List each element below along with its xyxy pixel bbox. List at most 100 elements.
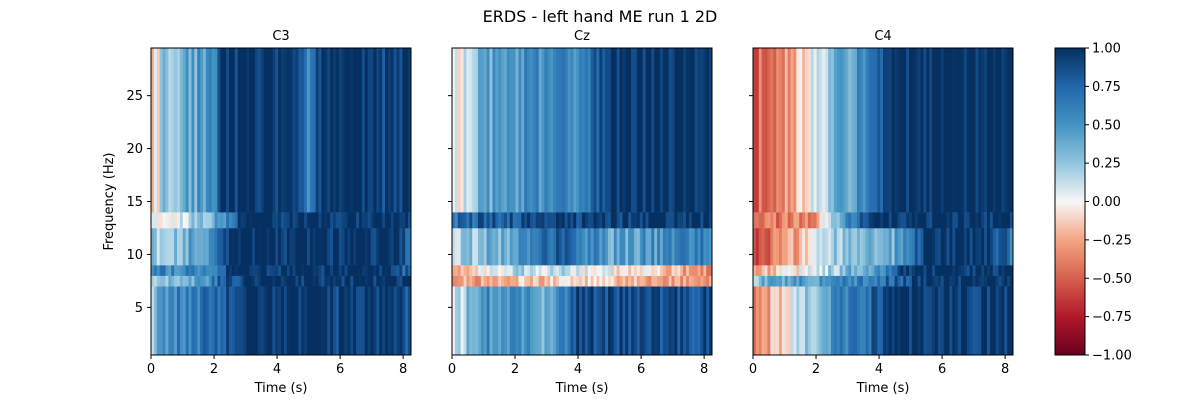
heatmap-cell [799, 227, 803, 266]
heatmap-cell [776, 275, 780, 287]
heatmap-cell [556, 275, 560, 287]
heatmap-cell [943, 286, 947, 356]
heatmap-cell [645, 212, 649, 229]
heatmap-cell [226, 48, 230, 213]
heatmap-cell [229, 227, 233, 266]
heatmap-cell [946, 48, 950, 213]
heatmap-cell [989, 265, 994, 276]
heatmap-cell [755, 48, 760, 213]
heatmap-cell [347, 286, 351, 356]
heatmap-cell [816, 48, 820, 213]
heatmap-cell [344, 227, 348, 266]
heatmap-cell [940, 48, 945, 213]
heatmap-cell [489, 212, 493, 229]
heatmap-cell [660, 48, 664, 213]
heatmap-cell [793, 265, 797, 276]
heatmap-cell [619, 212, 623, 229]
heatmap-cell [532, 286, 537, 356]
heatmap-cell [694, 286, 698, 356]
heatmap-cell [952, 265, 956, 276]
heatmap-cell [579, 286, 583, 356]
heatmap-cell [367, 265, 371, 276]
heatmap-cell [880, 286, 884, 356]
heatmap-cell [1010, 265, 1014, 276]
heatmap-cell [356, 275, 360, 287]
heatmap-cell [217, 212, 221, 229]
heatmap-cell [610, 275, 615, 287]
heatmap-cell [984, 227, 988, 266]
heatmap-cell [998, 275, 1002, 287]
heatmap-cell [865, 286, 869, 356]
heatmap-cell [182, 286, 187, 356]
heatmap-cell [799, 48, 803, 213]
heatmap-cell [182, 265, 187, 276]
heatmap-cell [457, 227, 462, 266]
heatmap-cell [573, 227, 577, 266]
heatmap-cell [871, 275, 875, 287]
heatmap-cell [599, 227, 603, 266]
heatmap-cell [885, 212, 890, 229]
heatmap-cell [333, 286, 337, 356]
heatmap-cell [197, 48, 201, 213]
heatmap-cell [541, 227, 545, 266]
x-tick-label: 6 [938, 362, 946, 377]
heatmap-cell [217, 275, 221, 287]
heatmap-cell [923, 275, 927, 287]
heatmap-cell [903, 48, 907, 213]
heatmap-cell [480, 227, 485, 266]
heatmap-cell [205, 286, 210, 356]
heatmap-cell [272, 265, 276, 276]
heatmap-cell [527, 227, 531, 266]
heatmap-cell [489, 48, 493, 213]
heatmap-cell [776, 265, 780, 276]
heatmap-cell [584, 48, 589, 213]
heatmap-cell [338, 275, 343, 287]
heatmap-cell [382, 265, 386, 276]
heatmap-cell [252, 48, 256, 213]
heatmap-cell [234, 286, 239, 356]
heatmap-cell [634, 265, 638, 276]
heatmap-cell [307, 227, 311, 266]
heatmap-cell [249, 48, 253, 213]
heatmap-cell [998, 265, 1002, 276]
heatmap-cell [185, 48, 189, 213]
heatmap-cell [561, 48, 566, 213]
heatmap-cell [579, 212, 583, 229]
heatmap-cell [599, 265, 603, 276]
heatmap-cell [333, 227, 337, 266]
heatmap-cell [396, 265, 400, 276]
heatmap-cell [501, 265, 505, 276]
heatmap-cell [492, 286, 496, 356]
heatmap-cell [943, 48, 947, 213]
heatmap-cell [229, 265, 233, 276]
heatmap-cell [454, 286, 459, 356]
heatmap-cell [590, 286, 594, 356]
heatmap-cell [894, 265, 898, 276]
heatmap-cell [654, 212, 658, 229]
heatmap-cell [796, 286, 800, 356]
colorbar-tick-label: −0.75 [1092, 310, 1132, 325]
heatmap-cell [177, 48, 181, 213]
heatmap-cell [602, 227, 606, 266]
heatmap-cell [978, 212, 982, 229]
heatmap-cell [556, 286, 560, 356]
heatmap-cell [521, 212, 525, 229]
heatmap-cell [240, 212, 244, 229]
heatmap-cell [266, 212, 270, 229]
heatmap-cell [790, 286, 794, 356]
heatmap-cell [532, 212, 537, 229]
heatmap-cell [1001, 265, 1005, 276]
heatmap-cell [816, 265, 820, 276]
heatmap-cell [249, 227, 253, 266]
heatmap-cell [926, 227, 930, 266]
heatmap-cell [370, 265, 374, 276]
heatmap-cell [859, 212, 864, 229]
colorbar-tick-label: 0.25 [1092, 157, 1121, 172]
heatmap-cell [246, 286, 250, 356]
heatmap-cell [341, 48, 345, 213]
heatmap-cell [587, 48, 592, 213]
heatmap-cell [828, 286, 832, 356]
heatmap-cell [686, 212, 690, 229]
heatmap-cell [567, 48, 571, 213]
heatmap-cell [185, 265, 189, 276]
